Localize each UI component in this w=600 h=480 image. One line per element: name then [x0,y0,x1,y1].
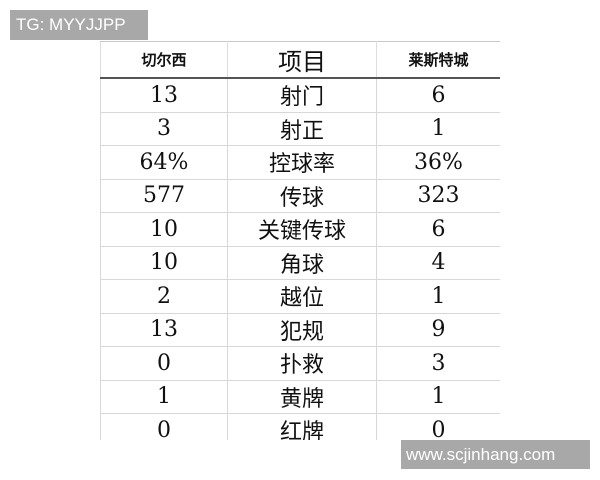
stat-name: 犯规 [227,312,377,347]
away-value: 1 [376,379,500,414]
stat-name: 扑救 [227,346,377,381]
away-value: 1 [376,111,500,146]
away-value: 1 [376,279,500,314]
home-value: 10 [100,245,228,280]
table-row: 13 犯规 9 [100,312,500,347]
stat-name: 控球率 [227,145,377,180]
table-row: 2 越位 1 [100,279,500,314]
stat-name: 射正 [227,111,377,146]
away-value: 3 [376,346,500,381]
stat-name: 传球 [227,178,377,213]
home-value: 10 [100,212,228,247]
header-item: 项目 [227,41,377,79]
home-value: 13 [100,77,228,113]
table-row: 13 射门 6 [100,77,500,113]
away-value: 6 [376,212,500,247]
stat-name: 射门 [227,77,377,113]
away-value: 4 [376,245,500,280]
table-row: 0 扑救 3 [100,346,500,381]
header-row: 切尔西 项目 莱斯特城 [100,41,500,79]
table-row: 1 黄牌 1 [100,379,500,414]
home-value: 577 [100,178,228,213]
away-value: 323 [376,178,500,213]
table-row: 0 红牌 0 [100,413,500,440]
header-away-team: 莱斯特城 [376,41,500,79]
table-row: 10 角球 4 [100,245,500,280]
away-value: 9 [376,312,500,347]
home-value: 0 [100,413,228,440]
away-value: 36% [376,145,500,180]
home-value: 3 [100,111,228,146]
away-value: 0 [376,413,500,440]
table-row: 64% 控球率 36% [100,145,500,180]
away-value: 6 [376,77,500,113]
home-value: 13 [100,312,228,347]
home-value: 1 [100,379,228,414]
header-home-team: 切尔西 [100,41,228,79]
stat-name: 红牌 [227,413,377,440]
home-value: 64% [100,145,228,180]
table-row: 577 传球 323 [100,178,500,213]
watermark-website: www.scjinhang.com [401,440,590,469]
stat-name: 黄牌 [227,379,377,414]
watermark-tg: TG: MYYJJPP [10,10,148,40]
stat-name: 越位 [227,279,377,314]
home-value: 2 [100,279,228,314]
table-row: 3 射正 1 [100,111,500,146]
stat-name: 关键传球 [227,212,377,247]
table-row: 10 关键传球 6 [100,212,500,247]
stat-name: 角球 [227,245,377,280]
home-value: 0 [100,346,228,381]
match-stats-table: 切尔西 项目 莱斯特城 13 射门 6 3 射正 1 64% 控球率 36% 577 传球 323 10… [100,41,500,440]
